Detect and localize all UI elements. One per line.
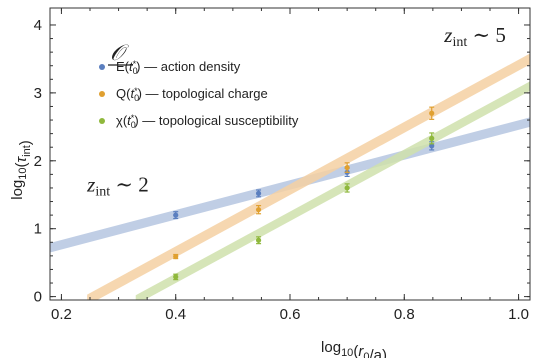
legend-marker <box>99 118 105 124</box>
annotation-0: zint ∼ 2 <box>86 172 149 199</box>
data-points <box>173 106 435 281</box>
x-tick-label: 0.6 <box>280 306 301 323</box>
data-point-series-2 <box>344 185 350 191</box>
x-tick-label: 0.2 <box>51 306 72 323</box>
y-tick-label: 4 <box>34 17 42 34</box>
data-point-series-1 <box>429 110 435 116</box>
data-point-series-2 <box>255 237 262 243</box>
y-axis-label: log10(τint) <box>9 140 34 200</box>
data-point-series-2 <box>173 274 179 280</box>
annotations: zint ∼ 2 zint ∼ 5 <box>86 23 506 199</box>
x-axis-label: log10(r0/a) <box>321 339 387 358</box>
legend-marker <box>99 64 105 70</box>
x-tick-label: 0.4 <box>165 306 186 323</box>
data-point-series-0 <box>255 190 262 196</box>
legend-entry: Q(t0*) — topological charge <box>116 86 268 103</box>
legend-marker <box>99 91 105 97</box>
fit-band-1 <box>87 53 530 300</box>
x-tick-label: 1.0 <box>508 306 529 323</box>
y-tick-label: 2 <box>34 153 42 170</box>
axis-ticks: 0.2 0.4 0.6 0.8 1.0 0 1 2 3 4 <box>34 8 530 323</box>
legend-entry: E(t0*) — action density <box>116 59 241 76</box>
data-point-series-1 <box>173 253 179 260</box>
data-point-series-2 <box>429 135 435 141</box>
y-tick-label: 3 <box>34 85 42 102</box>
legend-entry: χ(t0*) — topological susceptibility <box>116 113 299 130</box>
data-point-series-0 <box>173 212 179 218</box>
legend: E(t0*) — action density Q(t0*) — topologi… <box>99 59 299 130</box>
data-point-series-1 <box>255 207 262 213</box>
data-point-series-0 <box>429 143 435 149</box>
annotation-1: zint ∼ 5 <box>443 23 506 50</box>
data-point-series-1 <box>344 164 350 171</box>
y-tick-label: 0 <box>34 289 42 306</box>
x-tick-label: 0.8 <box>394 306 415 323</box>
y-tick-label: 1 <box>34 221 42 238</box>
